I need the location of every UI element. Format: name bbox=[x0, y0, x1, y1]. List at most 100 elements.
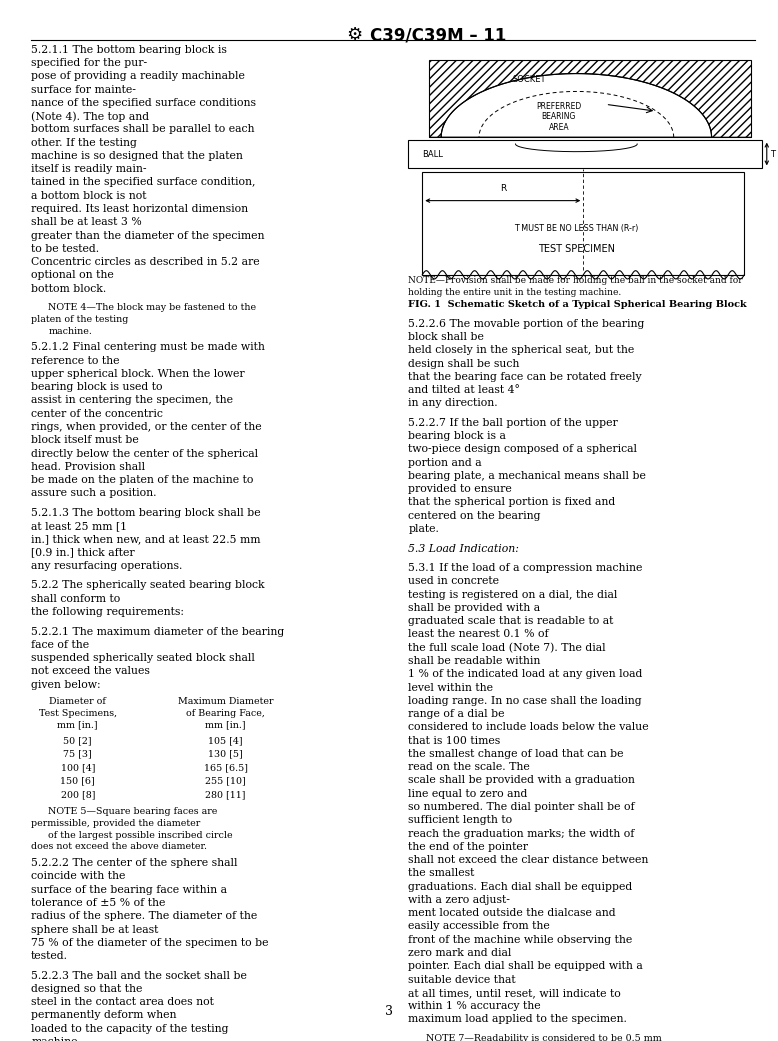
Text: that the bearing face can be rotated freely: that the bearing face can be rotated fre… bbox=[408, 372, 642, 382]
Text: platen of the testing: platen of the testing bbox=[31, 314, 128, 324]
Text: 5.3.1 If the load of a compression machine: 5.3.1 If the load of a compression machi… bbox=[408, 563, 643, 574]
Text: directly below the center of the spherical: directly below the center of the spheric… bbox=[31, 449, 258, 458]
Text: within 1 % accuracy the: within 1 % accuracy the bbox=[408, 1001, 541, 1011]
Text: machine.: machine. bbox=[31, 1037, 81, 1041]
Text: bottom block.: bottom block. bbox=[31, 284, 107, 294]
Text: held closely in the spherical seat, but the: held closely in the spherical seat, but … bbox=[408, 346, 635, 355]
Text: 75 [3]: 75 [3] bbox=[64, 750, 92, 759]
Text: 5.2.2 The spherically seated bearing block: 5.2.2 The spherically seated bearing blo… bbox=[31, 581, 265, 590]
Text: designed so that the: designed so that the bbox=[31, 984, 142, 994]
Text: the full scale load (Note 7). The dial: the full scale load (Note 7). The dial bbox=[408, 642, 606, 653]
Text: 165 [6.5]: 165 [6.5] bbox=[204, 763, 247, 772]
Text: range of a dial be: range of a dial be bbox=[408, 709, 505, 719]
Text: front of the machine while observing the: front of the machine while observing the bbox=[408, 935, 633, 945]
Text: with a zero adjust-: with a zero adjust- bbox=[408, 895, 510, 905]
Text: pointer. Each dial shall be equipped with a: pointer. Each dial shall be equipped wit… bbox=[408, 961, 643, 971]
Text: tained in the specified surface condition,: tained in the specified surface conditio… bbox=[31, 178, 256, 187]
Text: block shall be: block shall be bbox=[408, 332, 485, 342]
Text: so numbered. The dial pointer shall be of: so numbered. The dial pointer shall be o… bbox=[408, 802, 635, 812]
Text: NOTE 5—Square bearing faces are: NOTE 5—Square bearing faces are bbox=[48, 808, 218, 816]
Text: 200 [8]: 200 [8] bbox=[61, 790, 95, 798]
Text: pose of providing a readily machinable: pose of providing a readily machinable bbox=[31, 72, 245, 81]
Text: 5.2.2.6 The movable portion of the bearing: 5.2.2.6 The movable portion of the beari… bbox=[408, 319, 645, 329]
Text: provided to ensure: provided to ensure bbox=[408, 484, 512, 494]
Text: be made on the platen of the machine to: be made on the platen of the machine to bbox=[31, 475, 254, 485]
Text: head. Provision shall: head. Provision shall bbox=[31, 462, 145, 472]
Text: Test Specimens,: Test Specimens, bbox=[39, 709, 117, 717]
Text: 100 [4]: 100 [4] bbox=[61, 763, 95, 772]
Text: line equal to zero and: line equal to zero and bbox=[408, 789, 527, 798]
Text: testing is registered on a dial, the dial: testing is registered on a dial, the dia… bbox=[408, 589, 618, 600]
Text: shall be provided with a: shall be provided with a bbox=[408, 603, 541, 613]
Text: plate.: plate. bbox=[408, 524, 440, 534]
Text: mm [in.]: mm [in.] bbox=[205, 720, 246, 730]
Text: maximum load applied to the specimen.: maximum load applied to the specimen. bbox=[408, 1014, 627, 1024]
Text: does not exceed the above diameter.: does not exceed the above diameter. bbox=[31, 842, 207, 852]
Text: 5.3 Load Indication:: 5.3 Load Indication: bbox=[408, 543, 520, 554]
Text: holding the entire unit in the testing machine.: holding the entire unit in the testing m… bbox=[408, 287, 622, 297]
Text: [0.9 in.] thick after: [0.9 in.] thick after bbox=[31, 548, 135, 558]
Text: steel in the contact area does not: steel in the contact area does not bbox=[31, 997, 214, 1008]
Text: reference to the: reference to the bbox=[31, 356, 120, 365]
Text: and tilted at least 4°: and tilted at least 4° bbox=[408, 385, 520, 396]
Text: 1 % of the indicated load at any given load: 1 % of the indicated load at any given l… bbox=[408, 669, 643, 680]
Text: 105 [4]: 105 [4] bbox=[209, 736, 243, 745]
Text: 5.2.2.2 The center of the sphere shall: 5.2.2.2 The center of the sphere shall bbox=[31, 858, 237, 868]
Text: graduated scale that is readable to at: graduated scale that is readable to at bbox=[408, 616, 614, 627]
Text: nance of the specified surface conditions: nance of the specified surface condition… bbox=[31, 98, 256, 108]
Text: PREFERRED
BEARING
AREA: PREFERRED BEARING AREA bbox=[536, 102, 581, 131]
Text: that the spherical portion is fixed and: that the spherical portion is fixed and bbox=[408, 498, 615, 508]
Text: 280 [11]: 280 [11] bbox=[205, 790, 246, 798]
Text: 150 [6]: 150 [6] bbox=[61, 777, 95, 785]
Text: face of the: face of the bbox=[31, 640, 89, 650]
Text: itself is readily main-: itself is readily main- bbox=[31, 164, 146, 174]
Text: NOTE 4—The block may be fastened to the: NOTE 4—The block may be fastened to the bbox=[48, 303, 257, 312]
Text: to be tested.: to be tested. bbox=[31, 244, 100, 254]
Text: of the largest possible inscribed circle: of the largest possible inscribed circle bbox=[48, 831, 233, 840]
Text: sufficient length to: sufficient length to bbox=[408, 815, 513, 826]
Text: used in concrete: used in concrete bbox=[408, 577, 499, 586]
Text: greater than the diameter of the specimen: greater than the diameter of the specime… bbox=[31, 231, 265, 240]
Text: 5.2.2.3 The ball and the socket shall be: 5.2.2.3 The ball and the socket shall be bbox=[31, 970, 247, 981]
Text: not exceed the values: not exceed the values bbox=[31, 666, 150, 677]
Text: graduations. Each dial shall be equipped: graduations. Each dial shall be equipped bbox=[408, 882, 633, 892]
Text: 5.2.1.1 The bottom bearing block is: 5.2.1.1 The bottom bearing block is bbox=[31, 45, 227, 55]
Text: shall conform to: shall conform to bbox=[31, 593, 121, 604]
Text: machine.: machine. bbox=[48, 327, 92, 335]
Text: at all times, until reset, will indicate to: at all times, until reset, will indicate… bbox=[408, 988, 621, 998]
Text: of Bearing Face,: of Bearing Face, bbox=[186, 709, 265, 717]
Text: Maximum Diameter: Maximum Diameter bbox=[178, 697, 273, 706]
Text: two-piece design composed of a spherical: two-piece design composed of a spherical bbox=[408, 445, 637, 455]
Text: bearing block is a: bearing block is a bbox=[408, 431, 506, 441]
Text: assist in centering the specimen, the: assist in centering the specimen, the bbox=[31, 396, 233, 405]
Text: reach the graduation marks; the width of: reach the graduation marks; the width of bbox=[408, 829, 635, 839]
Text: radius of the sphere. The diameter of the: radius of the sphere. The diameter of th… bbox=[31, 911, 258, 921]
Text: sphere shall be at least: sphere shall be at least bbox=[31, 924, 159, 935]
Text: mm [in.]: mm [in.] bbox=[58, 720, 98, 730]
Text: (Note 4). The top and: (Note 4). The top and bbox=[31, 111, 149, 122]
Text: shall be at least 3 %: shall be at least 3 % bbox=[31, 218, 142, 227]
Bar bbox=[429, 59, 752, 137]
Text: 50 [2]: 50 [2] bbox=[64, 736, 92, 745]
Text: required. Its least horizontal dimension: required. Its least horizontal dimension bbox=[31, 204, 248, 214]
Text: 3: 3 bbox=[385, 1006, 393, 1018]
Bar bbox=[408, 139, 762, 169]
Text: least the nearest 0.1 % of: least the nearest 0.1 % of bbox=[408, 630, 549, 639]
Text: loaded to the capacity of the testing: loaded to the capacity of the testing bbox=[31, 1023, 229, 1034]
Text: loading range. In no case shall the loading: loading range. In no case shall the load… bbox=[408, 695, 642, 706]
Text: C39/C39M – 11: C39/C39M – 11 bbox=[370, 26, 506, 44]
Text: suspended spherically seated block shall: suspended spherically seated block shall bbox=[31, 653, 255, 663]
Text: center of the concentric: center of the concentric bbox=[31, 409, 163, 418]
Text: other. If the testing: other. If the testing bbox=[31, 137, 137, 148]
Text: TEST SPECIMEN: TEST SPECIMEN bbox=[538, 244, 615, 254]
Text: 75 % of the diameter of the specimen to be: 75 % of the diameter of the specimen to … bbox=[31, 938, 268, 948]
Text: specified for the pur-: specified for the pur- bbox=[31, 58, 147, 68]
Text: a bottom block is not: a bottom block is not bbox=[31, 191, 146, 201]
Text: design shall be such: design shall be such bbox=[408, 358, 520, 369]
Text: 5.2.2.7 If the ball portion of the upper: 5.2.2.7 If the ball portion of the upper bbox=[408, 417, 619, 428]
Text: NOTE 7—Readability is considered to be 0.5 mm: NOTE 7—Readability is considered to be 0… bbox=[426, 1034, 661, 1041]
Text: the smallest change of load that can be: the smallest change of load that can be bbox=[408, 748, 624, 759]
Text: surface of the bearing face within a: surface of the bearing face within a bbox=[31, 885, 227, 895]
Text: at least 25 mm [1: at least 25 mm [1 bbox=[31, 522, 128, 531]
Text: machine is so designed that the platen: machine is so designed that the platen bbox=[31, 151, 243, 161]
